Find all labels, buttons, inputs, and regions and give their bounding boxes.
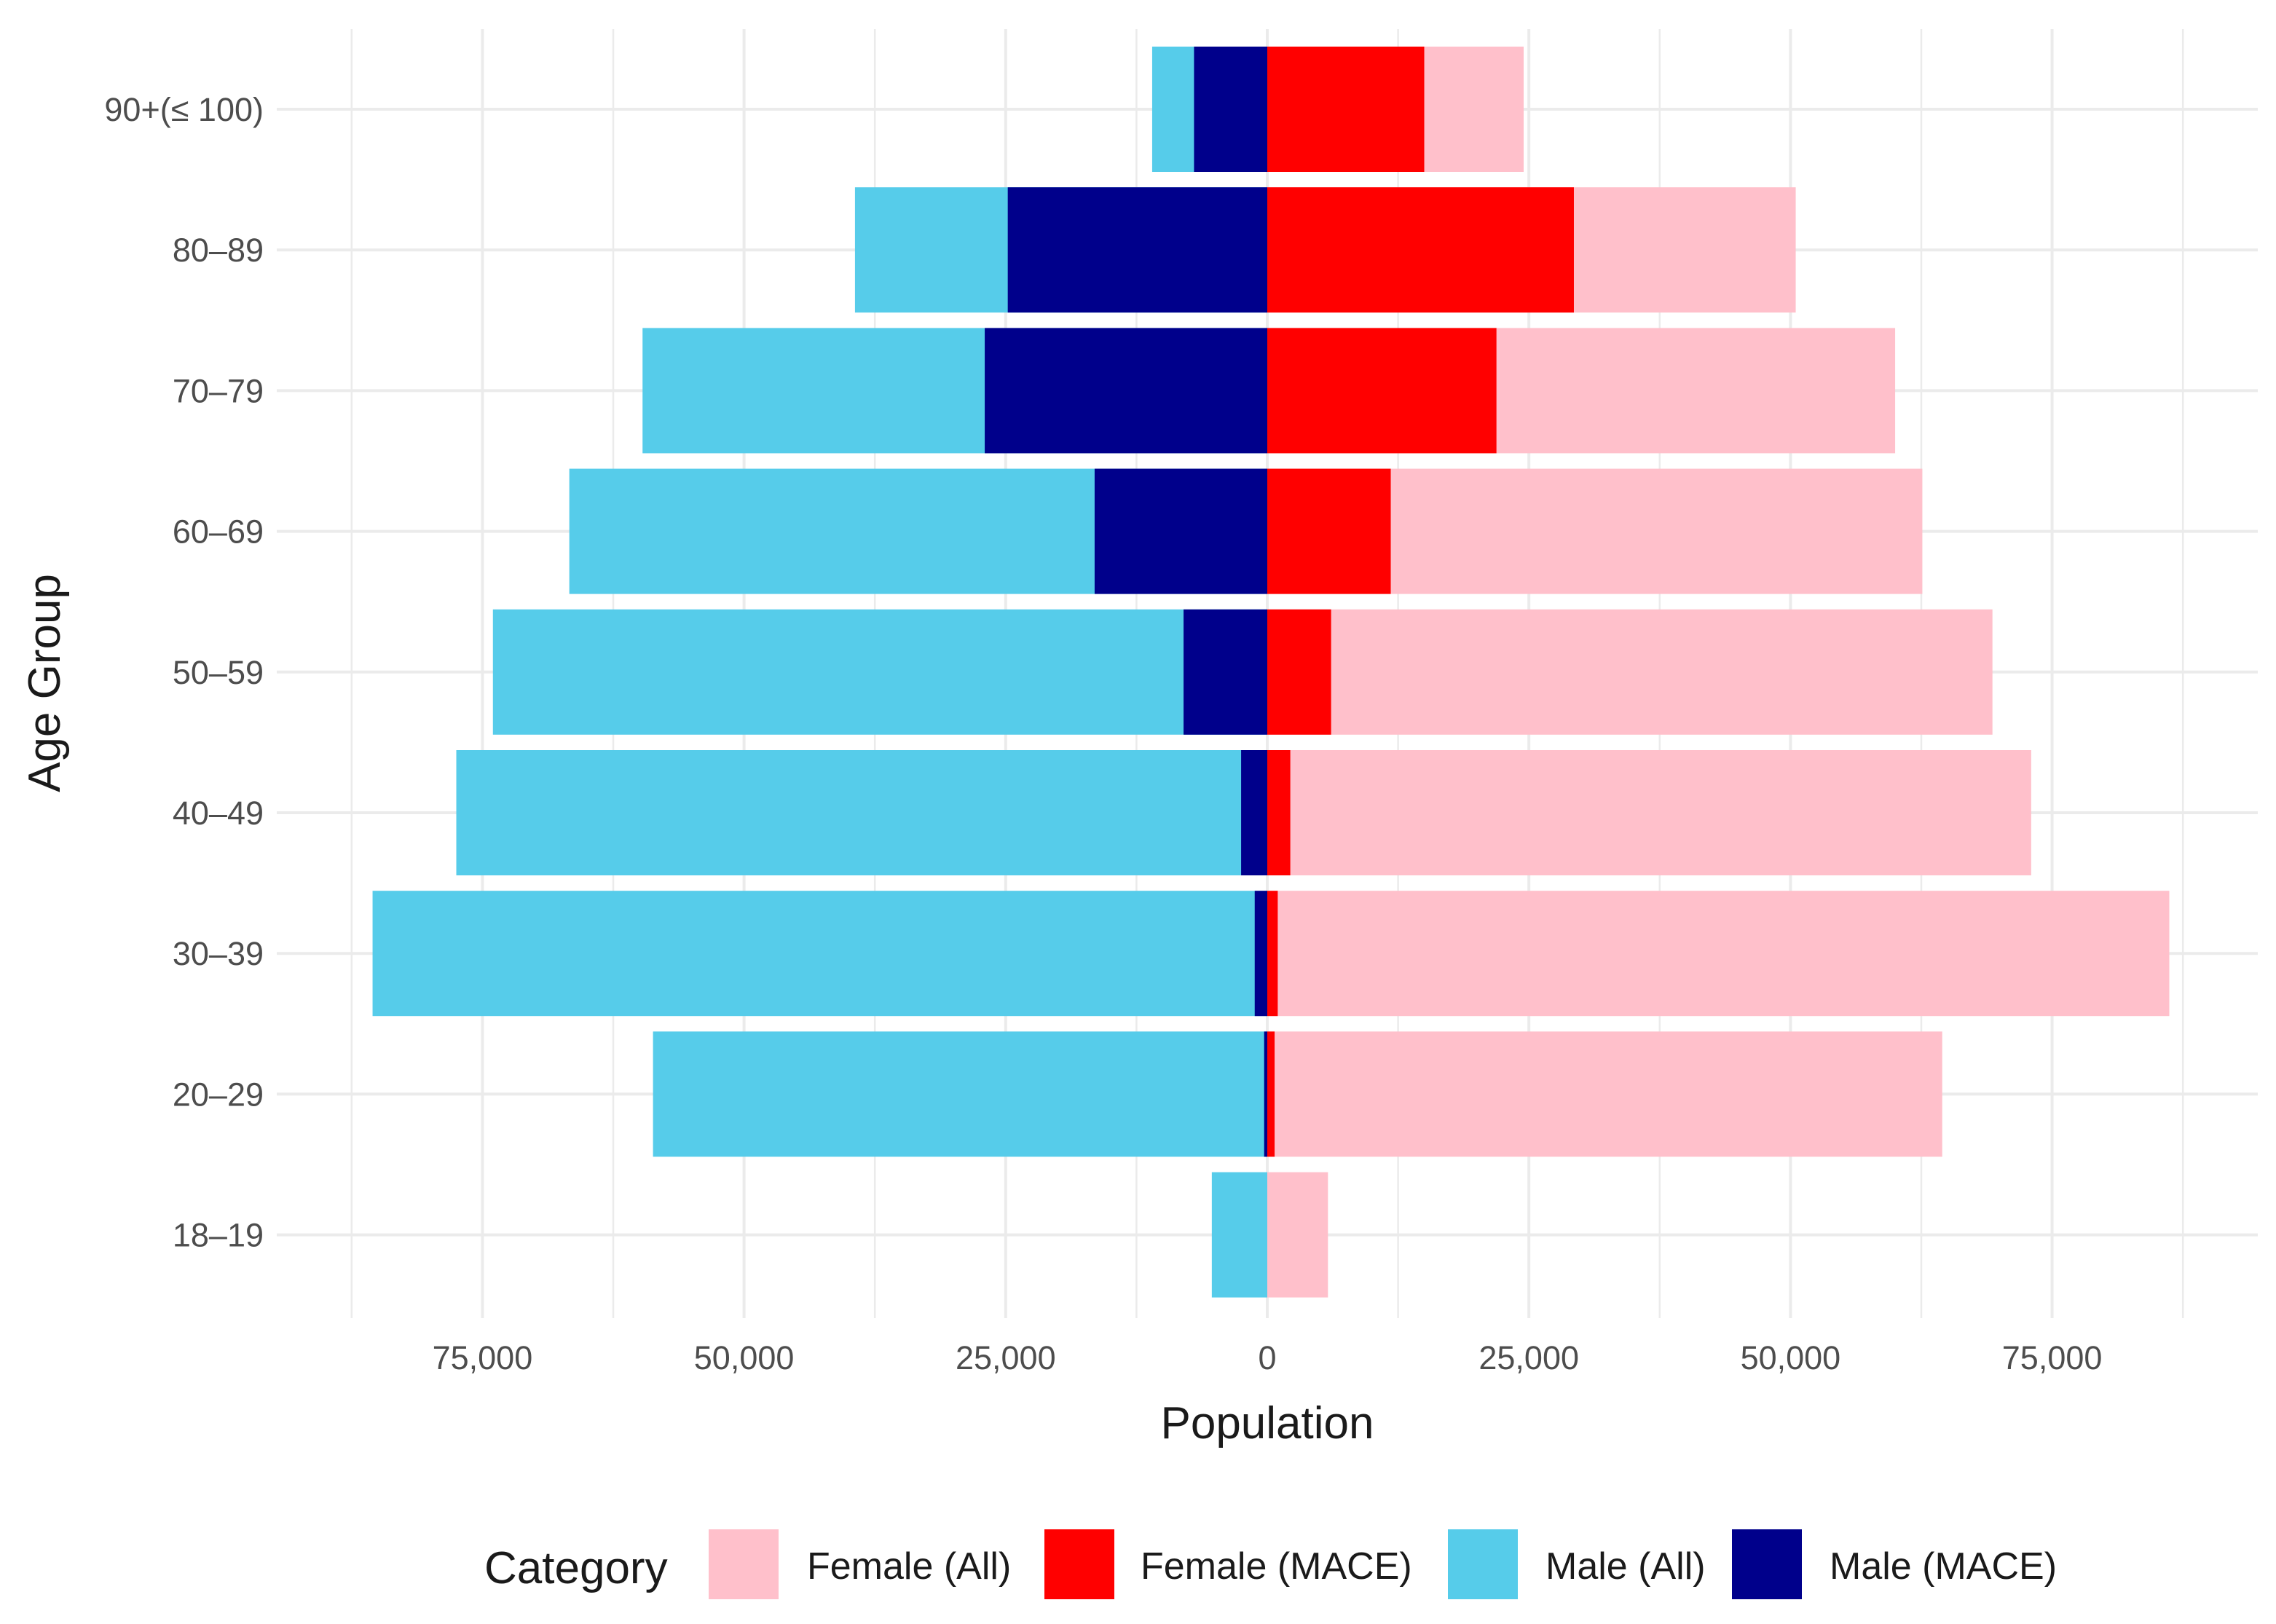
y-tick-label: 18–19 — [173, 1217, 264, 1254]
bar-male-mace — [1184, 609, 1267, 735]
x-axis-title: Population — [1160, 1398, 1374, 1448]
x-tick-label: 25,000 — [1478, 1339, 1579, 1376]
bar-male-mace — [1007, 187, 1267, 313]
bar-female-mace — [1267, 891, 1278, 1017]
legend-label: Female (MACE) — [1141, 1545, 1412, 1588]
legend-swatch — [1732, 1529, 1802, 1599]
bar-female-all — [1267, 750, 2031, 875]
y-tick-label: 70–79 — [173, 372, 264, 409]
bar-female-all — [1267, 1172, 1328, 1298]
bar-male-mace — [1264, 1031, 1267, 1157]
bar-male-all — [653, 1031, 1267, 1157]
y-tick-label: 90+(≤ 100) — [104, 91, 264, 128]
y-tick-labels: 18–19 20–29 30–39 40–49 50–59 60–69 70–79 80–89… — [104, 91, 264, 1254]
bar-female-all — [1267, 1031, 1942, 1157]
bar-male-mace — [1094, 468, 1267, 594]
bar-male-mace — [1254, 891, 1267, 1017]
x-tick-label: 50,000 — [694, 1339, 795, 1376]
bar-female-mace — [1267, 1031, 1275, 1157]
bar-male-all — [492, 609, 1267, 735]
x-tick-labels: 75,000 50,000 25,000 0 25,000 50,000 75,000 — [433, 1339, 2103, 1376]
x-tick-label: 25,000 — [956, 1339, 1056, 1376]
legend-label: Male (MACE) — [1830, 1545, 2057, 1588]
y-tick-label: 30–39 — [173, 935, 264, 972]
legend-label: Female (All) — [807, 1545, 1011, 1588]
bar-male-all — [372, 891, 1267, 1017]
x-tick-label: 75,000 — [433, 1339, 533, 1376]
bar-male-mace — [1241, 750, 1267, 875]
bar-female-mace — [1267, 750, 1291, 875]
bar-male-all — [1211, 1172, 1267, 1298]
y-tick-label: 80–89 — [173, 232, 264, 269]
x-tick-label: 0 — [1258, 1339, 1276, 1376]
bar-female-mace — [1267, 47, 1425, 172]
bar-female-all — [1267, 609, 1993, 735]
legend-swatch — [1044, 1529, 1114, 1599]
bar-female-mace — [1267, 468, 1391, 594]
y-axis-title: Age Group — [20, 574, 70, 792]
y-tick-label: 60–69 — [173, 513, 264, 551]
legend: Category Female (All) Female (MACE) Male (… — [484, 1529, 2057, 1599]
legend-swatch — [1448, 1529, 1518, 1599]
y-tick-label: 40–49 — [173, 795, 264, 832]
bar-male-mace — [985, 328, 1267, 454]
bar-male-all — [456, 750, 1267, 875]
legend-title: Category — [484, 1543, 668, 1593]
x-tick-label: 50,000 — [1741, 1339, 1841, 1376]
bar-layer — [372, 47, 2170, 1298]
y-tick-label: 20–29 — [173, 1076, 264, 1113]
y-tick-label: 50–59 — [173, 654, 264, 691]
legend-label: Male (All) — [1545, 1545, 1706, 1588]
bar-female-all — [1267, 891, 2170, 1017]
bar-female-mace — [1267, 187, 1574, 313]
bar-female-mace — [1267, 609, 1331, 735]
bar-male-mace — [1194, 47, 1267, 172]
bar-female-mace — [1267, 328, 1497, 454]
legend-swatch — [709, 1529, 779, 1599]
x-tick-label: 75,000 — [2002, 1339, 2103, 1376]
